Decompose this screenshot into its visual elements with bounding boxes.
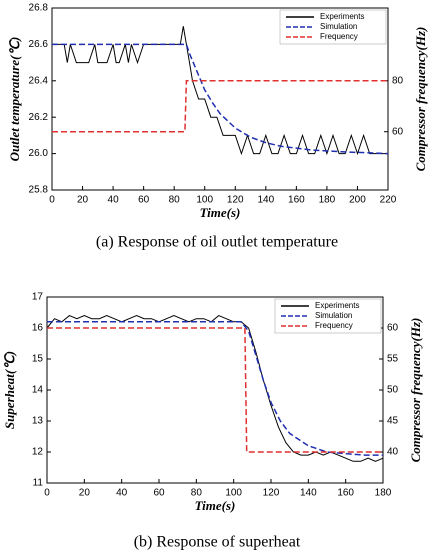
series-line <box>52 43 389 155</box>
x-tick-label: 60 <box>138 195 150 206</box>
x-tick-label: 20 <box>77 195 89 206</box>
x-tick-label: 180 <box>319 195 336 206</box>
y-tick-label: 25.8 <box>29 185 49 196</box>
series-line <box>47 327 383 453</box>
y2-tick-label: 50 <box>387 385 399 396</box>
y2-tick-label: 40 <box>387 447 399 458</box>
x-tick-label: 160 <box>337 488 354 499</box>
y-axis-label: Superheat(℃) <box>2 351 17 429</box>
legend-label: Experiments <box>315 301 359 310</box>
legend-label: Frequency <box>320 32 358 41</box>
y-tick-label: 26.4 <box>29 75 49 86</box>
caption: (a) Response of oil outlet temperature <box>96 234 338 251</box>
y-tick-label: 26.8 <box>29 3 49 14</box>
series-line <box>46 315 384 462</box>
y2-tick-label: 80 <box>392 75 404 86</box>
x-tick-label: 140 <box>257 195 274 206</box>
x-tick-label: 80 <box>191 488 203 499</box>
series-line <box>52 26 388 156</box>
y-tick-label: 26.6 <box>29 39 49 50</box>
series-line <box>52 80 388 133</box>
y-tick-label: 17 <box>32 292 44 303</box>
y-tick-label: 16 <box>32 323 44 334</box>
x-tick-label: 40 <box>116 488 128 499</box>
caption: (b) Response of superheat <box>134 534 301 551</box>
x-axis-label: Time(s) <box>200 205 241 220</box>
y-tick-label: 15 <box>32 354 44 365</box>
x-tick-label: 120 <box>263 488 280 499</box>
x-tick-label: 140 <box>300 488 317 499</box>
y2-tick-label: 60 <box>392 126 404 137</box>
x-tick-label: 100 <box>225 488 242 499</box>
x-tick-label: 100 <box>196 195 213 206</box>
legend-label: Frequency <box>315 321 353 330</box>
series-line <box>47 321 383 456</box>
legend-label: Simulation <box>315 311 352 320</box>
y-tick-label: 11 <box>33 478 44 489</box>
y2-axis-label: Compressor frequency(Hz) <box>408 318 423 463</box>
y2-tick-label: 45 <box>387 416 399 427</box>
x-tick-label: 0 <box>44 488 50 499</box>
x-tick-label: 60 <box>153 488 165 499</box>
x-tick-label: 0 <box>49 195 55 206</box>
y-axis-label: Outlet temperature(℃) <box>7 37 22 162</box>
legend-label: Experiments <box>320 12 364 21</box>
x-tick-label: 180 <box>375 488 392 499</box>
x-tick-label: 120 <box>227 195 244 206</box>
y2-tick-label: 60 <box>387 323 399 334</box>
x-tick-label: 220 <box>380 195 397 206</box>
x-tick-label: 80 <box>169 195 181 206</box>
y-tick-label: 26.0 <box>29 148 49 159</box>
y-tick-label: 13 <box>32 416 44 427</box>
x-tick-label: 200 <box>349 195 366 206</box>
y-tick-label: 26.2 <box>29 112 49 123</box>
y-tick-label: 12 <box>32 447 44 458</box>
y2-axis-label: Compressor frequency(Hz) <box>413 27 428 172</box>
y-tick-label: 14 <box>32 385 44 396</box>
plot-frame <box>51 7 389 191</box>
legend-label: Simulation <box>320 22 357 31</box>
x-axis-label: Time(s) <box>195 498 236 513</box>
x-tick-label: 20 <box>79 488 91 499</box>
x-tick-label: 160 <box>288 195 305 206</box>
x-tick-label: 40 <box>108 195 120 206</box>
y2-tick-label: 55 <box>387 354 399 365</box>
